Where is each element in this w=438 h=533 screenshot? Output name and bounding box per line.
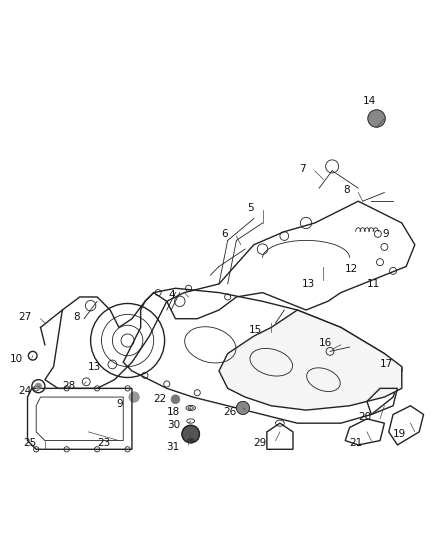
Text: 18: 18 [166,407,180,417]
Text: 13: 13 [301,279,315,289]
Text: 26: 26 [223,407,237,417]
Text: 9: 9 [117,399,123,409]
Text: 13: 13 [88,362,102,373]
Ellipse shape [187,439,194,443]
Text: 30: 30 [167,421,180,430]
Text: 9: 9 [382,229,389,239]
Text: 21: 21 [350,438,363,448]
Text: 23: 23 [97,438,110,448]
Text: 4: 4 [169,290,176,300]
Text: 8: 8 [343,185,350,195]
Text: 14: 14 [362,96,376,106]
Text: 27: 27 [18,312,32,321]
Text: 29: 29 [254,438,267,448]
Text: 7: 7 [300,164,306,174]
Text: 22: 22 [154,394,167,404]
Text: 25: 25 [23,438,36,448]
Circle shape [237,401,250,415]
Text: 31: 31 [166,442,180,452]
Circle shape [35,383,42,389]
Text: 20: 20 [358,411,371,422]
Text: 16: 16 [319,338,332,348]
Text: 17: 17 [380,359,393,369]
Circle shape [368,110,385,127]
Text: 8: 8 [73,312,80,321]
Text: 15: 15 [249,325,262,335]
Text: 5: 5 [247,203,254,213]
Text: 24: 24 [18,385,32,395]
Polygon shape [219,310,402,410]
Text: 28: 28 [62,381,75,391]
Text: 6: 6 [221,229,228,239]
Circle shape [129,392,139,402]
Text: 10: 10 [10,354,23,364]
Text: 19: 19 [393,429,406,439]
Text: 12: 12 [345,264,358,273]
Circle shape [182,425,199,443]
Circle shape [171,395,180,403]
Text: 11: 11 [367,279,380,289]
